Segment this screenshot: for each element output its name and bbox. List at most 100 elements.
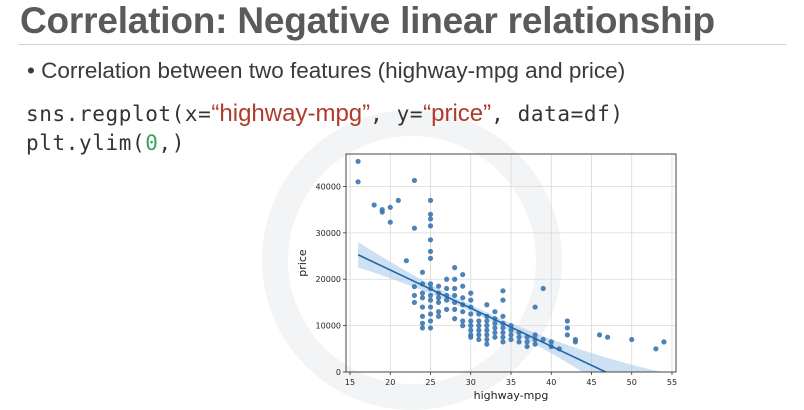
scatter-point bbox=[564, 332, 570, 338]
scatter-point bbox=[460, 283, 466, 289]
title-divider bbox=[18, 44, 786, 45]
scatter-point bbox=[427, 248, 434, 255]
scatter-point bbox=[419, 290, 426, 296]
code-fragment: sns.regplot(x= bbox=[26, 102, 212, 126]
scatter-point bbox=[500, 288, 506, 294]
scatter-point bbox=[371, 202, 377, 208]
scatter-point bbox=[500, 297, 506, 303]
x-tick-label: 45 bbox=[586, 378, 596, 387]
scatter-point bbox=[379, 207, 385, 213]
code-string-y: “price” bbox=[423, 100, 492, 127]
scatter-point bbox=[500, 313, 506, 319]
scatter-point bbox=[427, 325, 434, 331]
scatter-point bbox=[629, 336, 635, 343]
scatter-point bbox=[484, 327, 490, 333]
scatter-point bbox=[452, 285, 458, 292]
scatter-point bbox=[484, 323, 490, 329]
scatter-point bbox=[444, 285, 450, 292]
x-tick-label: 20 bbox=[385, 378, 395, 387]
scatter-point bbox=[460, 323, 466, 329]
scatter-point bbox=[355, 158, 361, 165]
scatter-point bbox=[604, 334, 611, 340]
scatter-point bbox=[444, 306, 450, 312]
scatter-point bbox=[484, 332, 490, 338]
regression-line bbox=[357, 254, 608, 372]
bullet-text: Correlation between two features (highwa… bbox=[41, 58, 626, 83]
code-number: 0 bbox=[145, 131, 159, 155]
bullet-glyph: • bbox=[27, 58, 42, 83]
scatter-point bbox=[427, 311, 434, 317]
scatter-point bbox=[476, 327, 482, 333]
regression-line-segment bbox=[357, 254, 608, 372]
regplot-chart: 15 20 25 30 35 40 45 50 55010000200003000040000 … bbox=[296, 153, 678, 402]
scatter-point bbox=[468, 318, 474, 324]
scatter-point bbox=[492, 309, 498, 315]
scatter-point bbox=[411, 177, 418, 184]
scatter-point bbox=[492, 320, 498, 326]
scatter-point bbox=[492, 334, 498, 340]
scatter-point bbox=[419, 304, 426, 310]
axis-ticks: 15 20 25 30 35 40 45 50 55 0 10000 20000 30000 40000 bbox=[316, 182, 678, 387]
scatter-point bbox=[540, 336, 546, 343]
scatter-point bbox=[468, 323, 474, 329]
scatter-point bbox=[427, 281, 434, 287]
scatter-point bbox=[411, 292, 418, 299]
x-tick-label: 25 bbox=[425, 378, 435, 387]
code-line-ylim: plt.ylim(0,) bbox=[26, 131, 185, 155]
scatter-point bbox=[532, 304, 538, 310]
scatter-point bbox=[452, 306, 458, 312]
scatter-point bbox=[435, 313, 442, 319]
y-tick-label: 20000 bbox=[316, 275, 341, 284]
bullet-point: • Correlation between two features (high… bbox=[27, 58, 625, 84]
scatter-point bbox=[444, 276, 450, 282]
scatter-point bbox=[468, 327, 474, 333]
scatter-point bbox=[460, 318, 466, 324]
scatter-point bbox=[476, 323, 482, 329]
scatter-point bbox=[452, 276, 458, 282]
code-fragment: plt.ylim( bbox=[26, 131, 146, 155]
scatter-point bbox=[419, 313, 426, 319]
scatter-point bbox=[468, 334, 474, 340]
slide-title: Correlation: Negative linear relationshi… bbox=[20, 0, 715, 41]
code-fragment: ,) bbox=[158, 131, 185, 155]
scatter-point bbox=[500, 325, 506, 331]
scatter-point bbox=[435, 283, 442, 289]
scatter-point bbox=[476, 318, 482, 324]
scatter-point bbox=[500, 329, 506, 336]
y-tick-label: 10000 bbox=[316, 322, 341, 331]
scatter-point bbox=[419, 325, 426, 331]
scatter-point bbox=[516, 334, 522, 340]
scatter-point bbox=[387, 219, 393, 225]
code-string-x: “highway-mpg” bbox=[211, 100, 371, 127]
x-tick-label: 55 bbox=[667, 378, 677, 387]
scatter-point bbox=[468, 297, 474, 303]
scatter-point bbox=[355, 179, 361, 185]
scatter-point bbox=[476, 332, 482, 338]
scatter-point bbox=[572, 339, 578, 345]
scatter-point bbox=[427, 292, 434, 299]
scatter-point bbox=[435, 309, 442, 315]
scatter-point bbox=[403, 258, 409, 264]
code-fragment: , data=df) bbox=[491, 102, 624, 126]
x-axis-label: highway-mpg bbox=[474, 389, 549, 402]
scatter-point bbox=[435, 299, 442, 306]
scatter-point bbox=[508, 332, 514, 338]
scatter-point bbox=[484, 318, 490, 324]
scatter-point bbox=[435, 295, 442, 301]
scatter-point bbox=[508, 336, 514, 343]
scatter-point bbox=[460, 271, 466, 278]
scatter-point bbox=[460, 295, 466, 301]
scatter-point bbox=[444, 297, 450, 303]
code-line-regplot: sns.regplot(x=“highway-mpg”, y=“price”, … bbox=[26, 100, 624, 128]
scatter-point bbox=[484, 302, 490, 308]
scatter-point bbox=[596, 332, 603, 338]
scatter-point bbox=[484, 336, 490, 343]
scatter-point bbox=[492, 325, 498, 331]
scatter-point bbox=[419, 295, 426, 301]
scatter-point bbox=[540, 285, 546, 292]
scatter-point bbox=[468, 290, 474, 296]
scatter-point bbox=[411, 284, 418, 290]
scatter-point bbox=[427, 223, 434, 229]
scatter-point bbox=[532, 341, 538, 347]
code-fragment: , y= bbox=[370, 102, 424, 126]
